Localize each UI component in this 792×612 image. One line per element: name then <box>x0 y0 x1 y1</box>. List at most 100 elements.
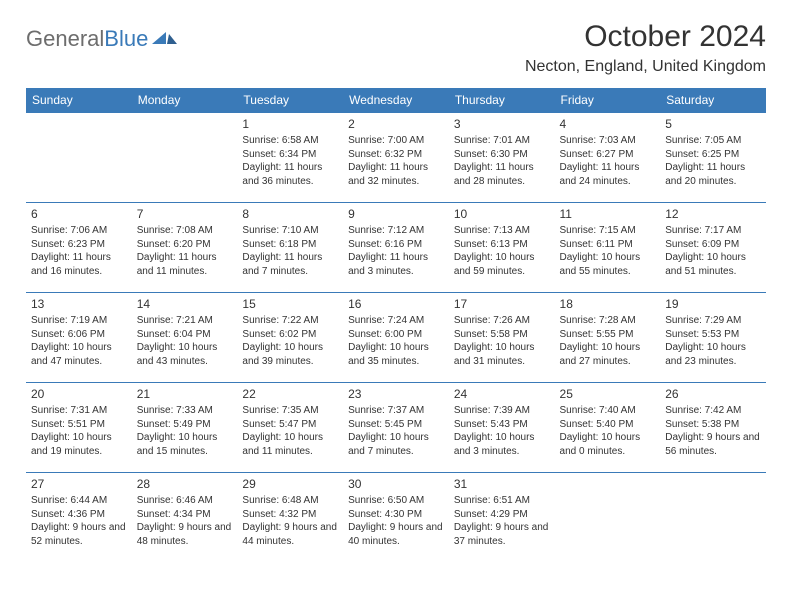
sunset-line: Sunset: 6:00 PM <box>348 328 444 342</box>
sunrise-line: Sunrise: 6:46 AM <box>137 494 233 508</box>
calendar-cell: 31Sunrise: 6:51 AMSunset: 4:29 PMDayligh… <box>449 473 555 563</box>
sunrise-line: Sunrise: 7:35 AM <box>242 404 338 418</box>
sunset-line: Sunset: 6:27 PM <box>560 148 656 162</box>
sunrise-line: Sunrise: 7:26 AM <box>454 314 550 328</box>
day-number: 28 <box>137 476 233 492</box>
daylight-line: Daylight: 9 hours and 44 minutes. <box>242 521 338 548</box>
day-number: 5 <box>665 116 761 132</box>
sunrise-line: Sunrise: 7:21 AM <box>137 314 233 328</box>
sunset-line: Sunset: 6:09 PM <box>665 238 761 252</box>
sunset-line: Sunset: 4:34 PM <box>137 508 233 522</box>
day-number: 22 <box>242 386 338 402</box>
calendar-cell: 25Sunrise: 7:40 AMSunset: 5:40 PMDayligh… <box>555 383 661 473</box>
calendar-cell: 13Sunrise: 7:19 AMSunset: 6:06 PMDayligh… <box>26 293 132 383</box>
calendar-cell: 8 Sunrise: 7:10 AMSunset: 6:18 PMDaylight… <box>237 203 343 293</box>
calendar-page: GeneralBlue October 2024 Necton, England… <box>0 0 792 573</box>
page-header: GeneralBlue October 2024 Necton, England… <box>26 20 766 82</box>
day-info: Sunrise: 6:58 AMSunset: 6:34 PMDaylight:… <box>242 134 338 188</box>
daylight-line: Daylight: 11 hours and 32 minutes. <box>348 161 444 188</box>
sunset-line: Sunset: 4:30 PM <box>348 508 444 522</box>
day-number: 24 <box>454 386 550 402</box>
calendar-cell: 23Sunrise: 7:37 AMSunset: 5:45 PMDayligh… <box>343 383 449 473</box>
day-info: Sunrise: 6:48 AMSunset: 4:32 PMDaylight:… <box>242 494 338 548</box>
sunrise-line: Sunrise: 6:50 AM <box>348 494 444 508</box>
day-info: Sunrise: 7:42 AMSunset: 5:38 PMDaylight:… <box>665 404 761 458</box>
calendar-cell: 24Sunrise: 7:39 AMSunset: 5:43 PMDayligh… <box>449 383 555 473</box>
calendar-row: 1Sunrise: 6:58 AMSunset: 6:34 PMDaylight… <box>26 113 766 203</box>
sunset-line: Sunset: 6:32 PM <box>348 148 444 162</box>
daylight-line: Daylight: 9 hours and 56 minutes. <box>665 431 761 458</box>
sunset-line: Sunset: 5:51 PM <box>31 418 127 432</box>
sunset-line: Sunset: 5:38 PM <box>665 418 761 432</box>
day-info: Sunrise: 7:17 AMSunset: 6:09 PMDaylight:… <box>665 224 761 278</box>
day-number: 18 <box>560 296 656 312</box>
day-info: Sunrise: 7:35 AMSunset: 5:47 PMDaylight:… <box>242 404 338 458</box>
day-number: 7 <box>137 206 233 222</box>
calendar-cell: 4 Sunrise: 7:03 AMSunset: 6:27 PMDaylight… <box>555 113 661 203</box>
sunrise-line: Sunrise: 7:13 AM <box>454 224 550 238</box>
day-info: Sunrise: 7:21 AMSunset: 6:04 PMDaylight:… <box>137 314 233 368</box>
day-number: 12 <box>665 206 761 222</box>
day-number: 8 <box>242 206 338 222</box>
calendar-row: 6Sunrise: 7:06 AMSunset: 6:23 PMDaylight… <box>26 203 766 293</box>
sunrise-line: Sunrise: 6:58 AM <box>242 134 338 148</box>
sunrise-line: Sunrise: 7:01 AM <box>454 134 550 148</box>
day-number: 13 <box>31 296 127 312</box>
day-info: Sunrise: 7:10 AMSunset: 6:18 PMDaylight:… <box>242 224 338 278</box>
sunrise-line: Sunrise: 7:17 AM <box>665 224 761 238</box>
calendar-cell <box>555 473 661 563</box>
day-number: 4 <box>560 116 656 132</box>
sunrise-line: Sunrise: 7:10 AM <box>242 224 338 238</box>
sunrise-line: Sunrise: 7:03 AM <box>560 134 656 148</box>
day-number: 10 <box>454 206 550 222</box>
calendar-body: 1Sunrise: 6:58 AMSunset: 6:34 PMDaylight… <box>26 113 766 563</box>
day-number: 25 <box>560 386 656 402</box>
daylight-line: Daylight: 11 hours and 20 minutes. <box>665 161 761 188</box>
day-info: Sunrise: 7:08 AMSunset: 6:20 PMDaylight:… <box>137 224 233 278</box>
calendar-cell: 3Sunrise: 7:01 AMSunset: 6:30 PMDaylight… <box>449 113 555 203</box>
month-title: October 2024 <box>525 20 766 54</box>
day-number: 20 <box>31 386 127 402</box>
day-number: 27 <box>31 476 127 492</box>
sunrise-line: Sunrise: 7:08 AM <box>137 224 233 238</box>
daylight-line: Daylight: 11 hours and 7 minutes. <box>242 251 338 278</box>
weekday-header: Tuesday <box>237 88 343 113</box>
sunset-line: Sunset: 6:20 PM <box>137 238 233 252</box>
day-number: 21 <box>137 386 233 402</box>
calendar-cell: 18 Sunrise: 7:28 AMSunset: 5:55 PMDayligh… <box>555 293 661 383</box>
day-info: Sunrise: 7:28 AMSunset: 5:55 PMDaylight:… <box>560 314 656 368</box>
sunrise-line: Sunrise: 7:31 AM <box>31 404 127 418</box>
day-number: 15 <box>242 296 338 312</box>
day-number: 31 <box>454 476 550 492</box>
daylight-line: Daylight: 10 hours and 15 minutes. <box>137 431 233 458</box>
weekday-header: Wednesday <box>343 88 449 113</box>
brand-text-part2: Blue <box>104 26 148 52</box>
day-info: Sunrise: 7:37 AMSunset: 5:45 PMDaylight:… <box>348 404 444 458</box>
daylight-line: Daylight: 10 hours and 19 minutes. <box>31 431 127 458</box>
day-number: 29 <box>242 476 338 492</box>
daylight-line: Daylight: 9 hours and 40 minutes. <box>348 521 444 548</box>
sunset-line: Sunset: 6:25 PM <box>665 148 761 162</box>
sunrise-line: Sunrise: 7:22 AM <box>242 314 338 328</box>
day-info: Sunrise: 7:31 AMSunset: 5:51 PMDaylight:… <box>31 404 127 458</box>
weekday-header: Thursday <box>449 88 555 113</box>
day-info: Sunrise: 7:05 AMSunset: 6:25 PMDaylight:… <box>665 134 761 188</box>
day-info: Sunrise: 7:15 AMSunset: 6:11 PMDaylight:… <box>560 224 656 278</box>
calendar-cell <box>660 473 766 563</box>
sunrise-line: Sunrise: 7:00 AM <box>348 134 444 148</box>
daylight-line: Daylight: 10 hours and 23 minutes. <box>665 341 761 368</box>
calendar-cell: 28Sunrise: 6:46 AMSunset: 4:34 PMDayligh… <box>132 473 238 563</box>
calendar-row: 20Sunrise: 7:31 AMSunset: 5:51 PMDayligh… <box>26 383 766 473</box>
daylight-line: Daylight: 10 hours and 51 minutes. <box>665 251 761 278</box>
daylight-line: Daylight: 11 hours and 24 minutes. <box>560 161 656 188</box>
sunset-line: Sunset: 6:16 PM <box>348 238 444 252</box>
calendar-cell: 9Sunrise: 7:12 AMSunset: 6:16 PMDaylight… <box>343 203 449 293</box>
sunset-line: Sunset: 6:02 PM <box>242 328 338 342</box>
sunset-line: Sunset: 5:58 PM <box>454 328 550 342</box>
daylight-line: Daylight: 11 hours and 28 minutes. <box>454 161 550 188</box>
calendar-cell: 11Sunrise: 7:15 AMSunset: 6:11 PMDayligh… <box>555 203 661 293</box>
title-block: October 2024 Necton, England, United Kin… <box>525 20 766 82</box>
calendar-cell: 16Sunrise: 7:24 AMSunset: 6:00 PMDayligh… <box>343 293 449 383</box>
sunset-line: Sunset: 5:55 PM <box>560 328 656 342</box>
location-subtitle: Necton, England, United Kingdom <box>525 58 766 76</box>
